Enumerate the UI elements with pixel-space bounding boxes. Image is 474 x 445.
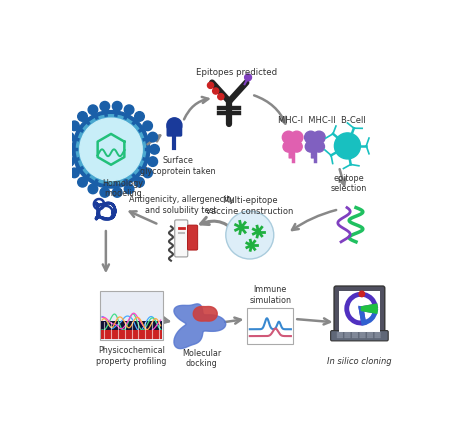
Circle shape bbox=[143, 121, 153, 131]
Circle shape bbox=[70, 121, 79, 131]
Circle shape bbox=[283, 141, 294, 152]
FancyBboxPatch shape bbox=[101, 321, 162, 339]
FancyBboxPatch shape bbox=[359, 334, 365, 336]
FancyBboxPatch shape bbox=[101, 330, 162, 339]
Text: epitope
selection: epitope selection bbox=[331, 174, 367, 193]
FancyBboxPatch shape bbox=[311, 147, 316, 150]
Circle shape bbox=[150, 145, 159, 154]
Circle shape bbox=[245, 74, 252, 81]
Circle shape bbox=[124, 184, 134, 194]
Circle shape bbox=[291, 131, 303, 144]
Text: In silico cloning: In silico cloning bbox=[327, 357, 392, 366]
Circle shape bbox=[148, 132, 157, 142]
FancyBboxPatch shape bbox=[175, 220, 188, 257]
Circle shape bbox=[73, 111, 150, 188]
Polygon shape bbox=[174, 304, 226, 348]
FancyBboxPatch shape bbox=[352, 332, 358, 334]
FancyBboxPatch shape bbox=[334, 286, 385, 336]
Circle shape bbox=[218, 93, 224, 100]
Circle shape bbox=[124, 105, 134, 114]
FancyBboxPatch shape bbox=[100, 291, 163, 340]
Circle shape bbox=[135, 178, 144, 187]
FancyBboxPatch shape bbox=[344, 334, 350, 336]
Circle shape bbox=[64, 157, 74, 166]
Circle shape bbox=[143, 168, 153, 178]
Circle shape bbox=[148, 157, 157, 166]
FancyBboxPatch shape bbox=[374, 334, 381, 336]
Circle shape bbox=[100, 101, 109, 111]
Text: Molecular
docking: Molecular docking bbox=[182, 349, 221, 368]
FancyBboxPatch shape bbox=[331, 331, 388, 341]
FancyBboxPatch shape bbox=[337, 334, 343, 336]
FancyBboxPatch shape bbox=[339, 291, 380, 332]
Text: Physicochemical
property profiling: Physicochemical property profiling bbox=[96, 346, 167, 366]
Circle shape bbox=[213, 88, 219, 94]
FancyBboxPatch shape bbox=[359, 332, 365, 334]
FancyBboxPatch shape bbox=[344, 332, 350, 334]
Circle shape bbox=[249, 243, 254, 247]
Text: Multi-epitope
vaccine construction: Multi-epitope vaccine construction bbox=[206, 196, 293, 215]
Circle shape bbox=[112, 188, 122, 197]
Circle shape bbox=[359, 291, 365, 297]
FancyBboxPatch shape bbox=[289, 150, 294, 153]
Circle shape bbox=[239, 226, 243, 230]
Text: Epitopes predicted: Epitopes predicted bbox=[195, 68, 277, 77]
Circle shape bbox=[291, 141, 302, 152]
Circle shape bbox=[78, 178, 87, 187]
Circle shape bbox=[70, 168, 79, 178]
FancyBboxPatch shape bbox=[367, 332, 373, 334]
Circle shape bbox=[80, 118, 142, 181]
FancyBboxPatch shape bbox=[289, 153, 294, 156]
FancyBboxPatch shape bbox=[289, 155, 294, 158]
FancyBboxPatch shape bbox=[337, 336, 343, 338]
FancyBboxPatch shape bbox=[367, 334, 373, 336]
Circle shape bbox=[335, 133, 360, 159]
FancyBboxPatch shape bbox=[337, 332, 343, 334]
FancyBboxPatch shape bbox=[311, 155, 316, 158]
Circle shape bbox=[256, 230, 260, 234]
Circle shape bbox=[283, 131, 295, 144]
Circle shape bbox=[305, 131, 317, 144]
Circle shape bbox=[208, 82, 214, 89]
Text: MHC-I  MHC-II  B-Cell: MHC-I MHC-II B-Cell bbox=[278, 116, 365, 125]
FancyBboxPatch shape bbox=[374, 336, 381, 338]
FancyBboxPatch shape bbox=[311, 150, 316, 153]
Circle shape bbox=[305, 141, 316, 152]
FancyBboxPatch shape bbox=[247, 308, 293, 344]
FancyBboxPatch shape bbox=[359, 336, 365, 338]
Circle shape bbox=[88, 105, 98, 114]
Circle shape bbox=[112, 101, 122, 111]
Circle shape bbox=[167, 118, 182, 133]
FancyBboxPatch shape bbox=[187, 225, 198, 250]
Text: Immune
simulation: Immune simulation bbox=[249, 285, 292, 305]
Polygon shape bbox=[193, 307, 217, 321]
FancyBboxPatch shape bbox=[344, 336, 350, 338]
Circle shape bbox=[64, 132, 74, 142]
Circle shape bbox=[313, 141, 325, 152]
FancyBboxPatch shape bbox=[374, 332, 381, 334]
Text: Surface
glycoprotein taken: Surface glycoprotein taken bbox=[140, 156, 216, 176]
FancyBboxPatch shape bbox=[367, 336, 373, 338]
FancyBboxPatch shape bbox=[352, 334, 358, 336]
Text: Antigenicity, allergenecity
and solubility test: Antigenicity, allergenecity and solubili… bbox=[128, 195, 234, 214]
Text: Homology
modeling: Homology modeling bbox=[102, 179, 144, 198]
Circle shape bbox=[78, 112, 87, 121]
FancyBboxPatch shape bbox=[166, 125, 182, 137]
Circle shape bbox=[135, 112, 144, 121]
Circle shape bbox=[100, 188, 109, 197]
FancyBboxPatch shape bbox=[289, 147, 294, 150]
Circle shape bbox=[63, 145, 73, 154]
FancyBboxPatch shape bbox=[352, 336, 358, 338]
Circle shape bbox=[313, 131, 325, 144]
Circle shape bbox=[226, 211, 274, 259]
Circle shape bbox=[88, 184, 98, 194]
Circle shape bbox=[76, 115, 146, 184]
FancyBboxPatch shape bbox=[311, 153, 316, 156]
